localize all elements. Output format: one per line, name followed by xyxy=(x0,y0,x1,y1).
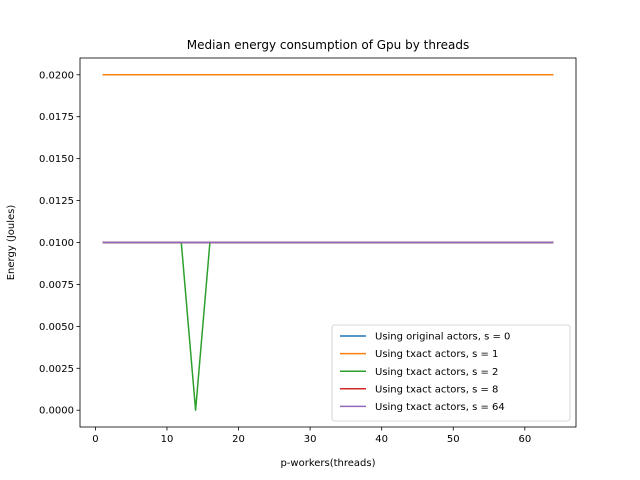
x-tick-label-1: 10 xyxy=(161,434,174,445)
x-axis-label: p-workers(threads) xyxy=(280,458,375,469)
y-tick-label-1: 0.0025 xyxy=(39,364,74,375)
y-tick-label-6: 0.0150 xyxy=(39,154,74,165)
x-tick-label-2: 20 xyxy=(232,434,245,445)
y-tick-label-7: 0.0175 xyxy=(39,112,74,123)
legend: Using original actors, s = 0 Using txact … xyxy=(331,324,571,422)
y-tick-label-5: 0.0125 xyxy=(39,196,74,207)
y-axis: 0.0000 0.0025 0.0050 0.0075 0.0100 0.0125 0.01… xyxy=(39,70,80,417)
x-tick-label-4: 40 xyxy=(375,434,388,445)
legend-label-0: Using original actors, s = 0 xyxy=(375,332,510,343)
y-tick-label-3: 0.0075 xyxy=(39,280,74,291)
series-layer xyxy=(102,74,554,411)
plot-frame xyxy=(79,57,577,428)
legend-label-1: Using txact actors, s = 1 xyxy=(375,349,498,360)
x-tick-label-6: 60 xyxy=(518,434,531,445)
x-tick-label-5: 50 xyxy=(447,434,460,445)
x-tick-label-0: 0 xyxy=(92,434,98,445)
chart-title: Median energy consumption of Gpu by thre… xyxy=(187,38,469,52)
legend-box xyxy=(331,324,571,422)
legend-label-4: Using txact actors, s = 64 xyxy=(375,402,505,413)
legend-label-2: Using txact actors, s = 2 xyxy=(375,367,498,378)
x-tick-label-3: 30 xyxy=(304,434,317,445)
y-tick-label-4: 0.0100 xyxy=(39,238,74,249)
y-axis-label: Energy (Joules) xyxy=(6,205,17,281)
legend-label-3: Using txact actors, s = 8 xyxy=(375,384,498,395)
y-tick-label-8: 0.0200 xyxy=(39,70,74,81)
y-tick-label-0: 0.0000 xyxy=(39,406,74,417)
x-axis: 0 10 20 30 40 50 60 xyxy=(92,427,531,445)
y-tick-label-2: 0.0050 xyxy=(39,322,74,333)
